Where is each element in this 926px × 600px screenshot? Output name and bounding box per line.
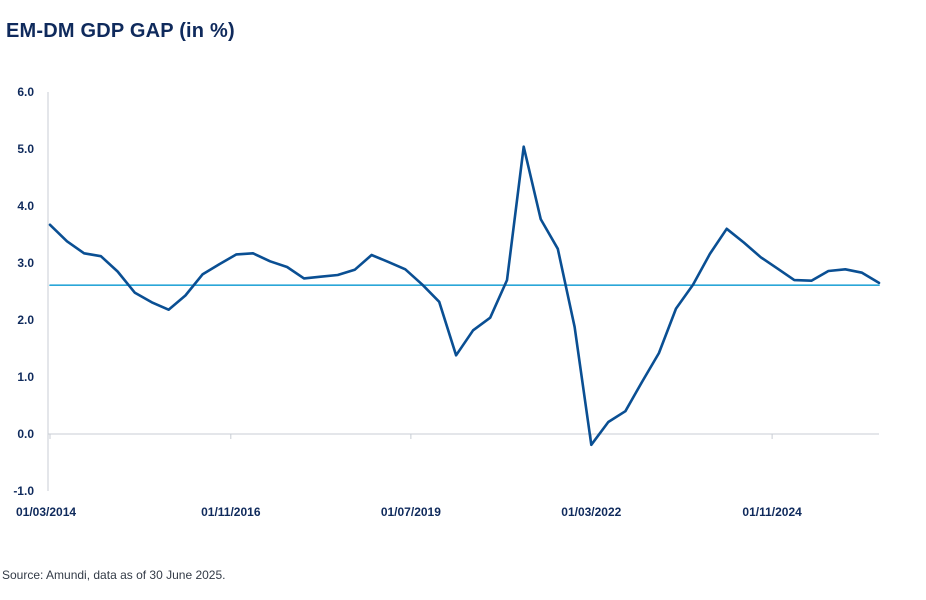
y-tick-label: 4.0: [17, 199, 34, 213]
series-layer: [48, 145, 881, 447]
y-tick-label: 3.0: [17, 256, 34, 270]
source-note: Source: Amundi, data as of 30 June 2025.: [2, 568, 226, 582]
y-tick-label: 1.0: [17, 370, 34, 384]
y-tick-label: 0.0: [17, 427, 34, 441]
y-tick-label: 2.0: [17, 313, 34, 327]
series-line-gdp-gap: [48, 145, 881, 447]
x-tick-label: 01/03/2014: [16, 505, 76, 519]
chart-title: EM-DM GDP GAP (in %): [6, 20, 235, 42]
x-axis: 01/03/2014 01/11/2016 01/07/2019 01/03/2022…: [16, 433, 879, 519]
x-tick-label: 01/11/2024: [742, 505, 802, 519]
y-tick-label: -1.0: [13, 484, 34, 498]
x-tick-label: 01/11/2016: [201, 505, 261, 519]
y-tick-label: 6.0: [17, 85, 34, 99]
y-axis: 6.0 5.0 4.0 3.0 2.0 1.0 0.0 -1.0: [13, 85, 49, 498]
x-tick-label: 01/03/2022: [561, 505, 621, 519]
y-tick-label: 5.0: [17, 142, 34, 156]
x-tick-label: 01/07/2019: [381, 505, 441, 519]
